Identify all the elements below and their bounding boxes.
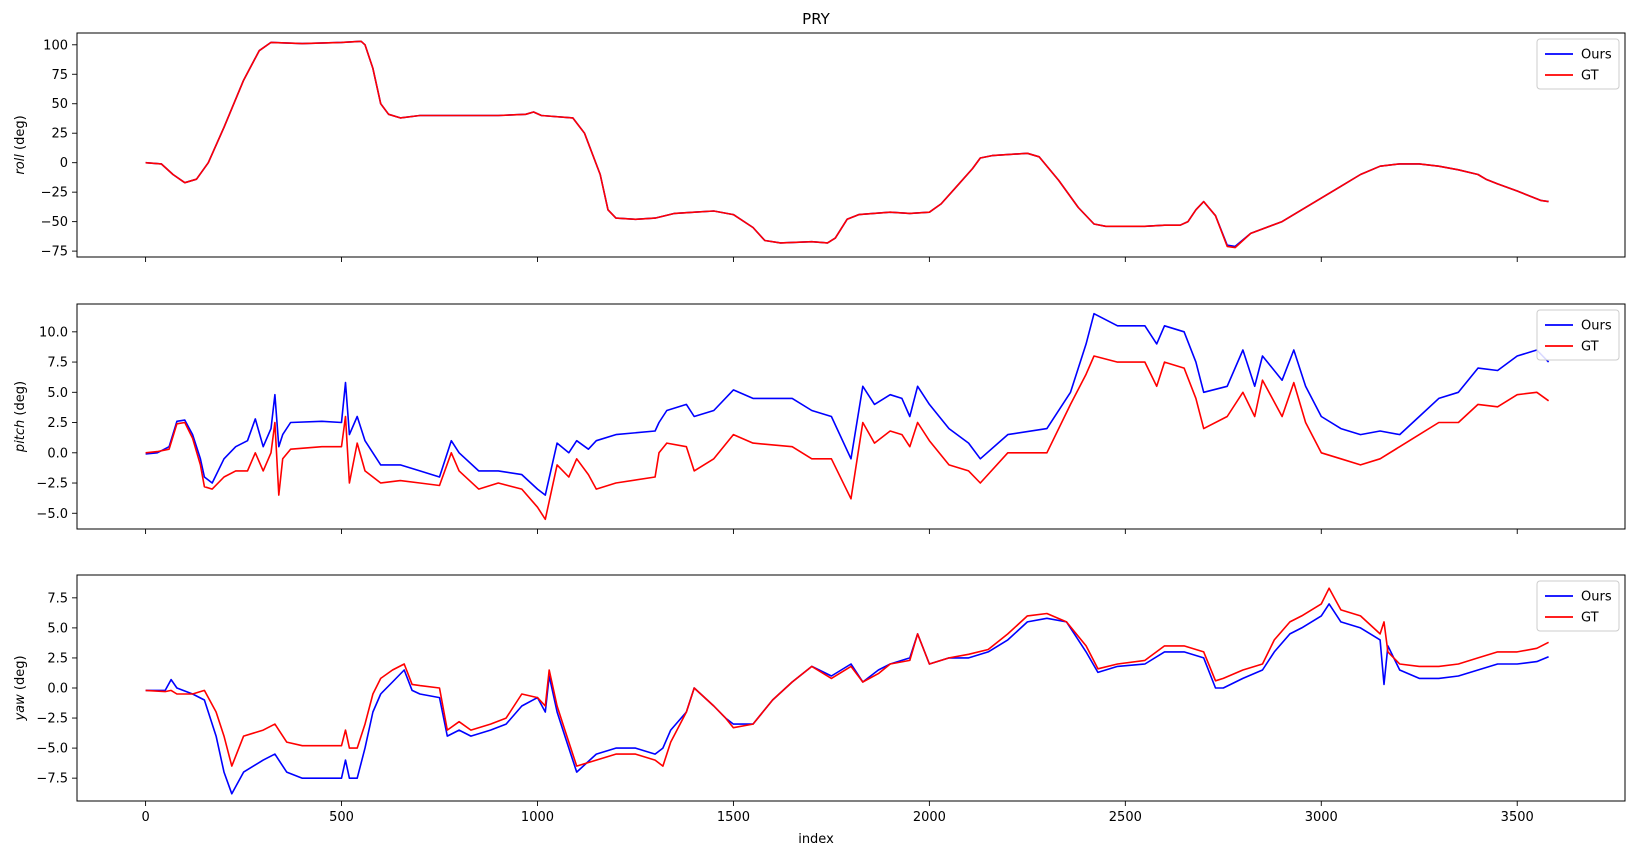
pitch-ytick-label: 0.0 [47,446,68,461]
roll-ytick-label: 100 [43,38,68,53]
roll-ytick-label: 75 [51,68,68,83]
pitch-ytick-label: −2.5 [36,477,68,492]
yaw-plot-area [77,575,1625,801]
x-axis-label: index [798,832,834,847]
roll-legend: Ours GT [1536,38,1620,90]
pitch-ytick-label: −5.0 [36,507,68,522]
roll-y-axis-label: roll (deg) [13,115,28,174]
roll-ytick-label: −50 [41,215,68,230]
yaw-ytick-label: 2.5 [47,651,68,666]
yaw-y-axis-label: yaw (deg) [13,655,28,721]
xtick-label: 500 [329,810,354,825]
roll-label-unit: (deg) [13,115,28,154]
yaw-ytick-label: −7.5 [36,772,68,787]
subplot-yaw: −7.5 −5.0 −2.5 0.0 2.5 5.0 7.5 0 500 1000 1500 2000… [13,574,1626,825]
yaw-legend-label-ours: Ours [1581,590,1612,605]
xtick-label: 3500 [1501,810,1534,825]
subplot-roll: −75 −50 −25 0 25 50 75 100 roll (deg) Ours GT [13,32,1626,262]
xtick-label: 0 [141,810,149,825]
pitch-legend-box [1536,309,1620,361]
yaw-ytick-label: 7.5 [47,591,68,606]
xtick-label: 3000 [1305,810,1338,825]
pitch-series-ours [145,312,1550,496]
pitch-legend-label-ours: Ours [1581,319,1612,334]
pitch-series-gt [145,355,1550,521]
roll-series-gt [145,40,1549,249]
yaw-legend-box [1536,580,1620,632]
roll-ytick-label: 25 [51,127,68,142]
pitch-ytick-label: 10.0 [39,325,68,340]
yaw-series-gt [145,587,1549,767]
pitch-plot-area [77,304,1625,529]
xtick-label: 2500 [1109,810,1142,825]
xtick-label: 1000 [521,810,554,825]
pitch-y-axis-label: pitch (deg) [13,381,28,453]
xtick-label: 1500 [717,810,750,825]
roll-legend-label-ours: Ours [1581,48,1612,63]
xtick-label: 2000 [913,810,946,825]
subplot-pitch: −5.0 −2.5 0.0 2.5 5.0 7.5 10.0 pitch (deg) Ours G… [13,303,1626,534]
pitch-axes-frame [76,303,1626,530]
yaw-legend: Ours GT [1536,580,1620,632]
pitch-label-var: pitch [13,420,28,453]
yaw-ytick-label: 5.0 [47,621,68,636]
pitch-ytick-label: 2.5 [47,416,68,431]
pitch-legend-label-gt: GT [1581,340,1599,355]
roll-ytick-label: −75 [41,245,68,260]
yaw-ytick-label: 0.0 [47,682,68,697]
pitch-legend: Ours GT [1536,309,1620,361]
pitch-ytick-label: 5.0 [47,386,68,401]
yaw-ytick-label: −2.5 [36,712,68,727]
yaw-legend-label-gt: GT [1581,611,1599,626]
roll-ytick-label: 50 [51,97,68,112]
pitch-ytick-label: 7.5 [47,356,68,371]
roll-plot-area [77,33,1625,257]
yaw-series-ours [145,603,1549,795]
yaw-ytick-label: −5.0 [36,742,68,757]
roll-axes-frame [76,32,1626,258]
roll-legend-box [1536,38,1620,90]
roll-legend-label-gt: GT [1581,69,1599,84]
chart-title: PRY [802,10,831,28]
roll-ytick-label: 0 [60,156,68,171]
yaw-label-var: yaw [13,694,28,722]
yaw-axes-frame [76,574,1626,802]
roll-label-var: roll [13,154,28,175]
roll-ytick-label: −25 [41,186,68,201]
pitch-label-unit: (deg) [13,381,28,420]
yaw-label-unit: (deg) [13,655,28,694]
